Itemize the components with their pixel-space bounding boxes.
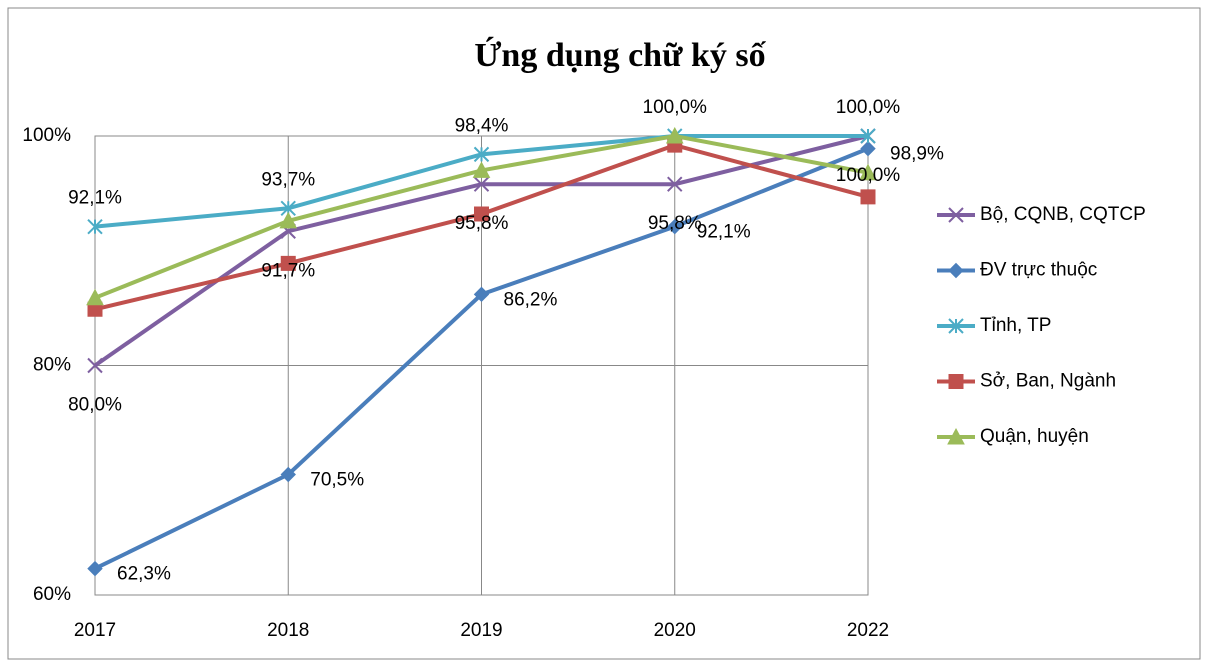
data-label: 93,7% — [261, 169, 315, 190]
legend-marker — [948, 262, 964, 279]
data-label: 100,0% — [836, 97, 901, 118]
data-point — [472, 161, 491, 178]
data-point — [474, 206, 489, 222]
data-point — [86, 288, 104, 306]
legend-marker — [948, 318, 964, 334]
data-point — [667, 176, 683, 192]
chart-title: Ứng dụng chữ ký số — [474, 36, 766, 74]
data-label: 100,0% — [643, 97, 708, 118]
data-point — [859, 163, 877, 181]
data-point — [473, 146, 490, 163]
legend-marker — [947, 427, 965, 445]
y-tick-label: 60% — [33, 584, 71, 605]
legend-label: ĐV trực thuộc — [980, 260, 1097, 281]
data-label: 92,1% — [697, 222, 751, 243]
legend-marker — [948, 207, 964, 223]
data-label: 91,7% — [261, 260, 315, 281]
data-label: 80,0% — [68, 395, 122, 416]
data-point — [860, 189, 876, 205]
x-tick-label: 2018 — [267, 620, 309, 641]
data-point — [280, 466, 296, 483]
data-point — [279, 211, 298, 229]
legend-label: Tỉnh, TP — [980, 315, 1051, 336]
data-label: 100,0% — [836, 165, 901, 186]
data-point — [473, 286, 490, 303]
data-label: 70,5% — [310, 470, 364, 491]
x-tick-label: 2017 — [74, 620, 116, 641]
x-tick-label: 2019 — [460, 620, 502, 641]
y-tick-label: 80% — [33, 355, 71, 376]
data-point — [87, 357, 103, 374]
data-point — [665, 126, 684, 144]
data-label: 86,2% — [504, 289, 558, 310]
data-point — [280, 255, 296, 271]
data-point — [473, 176, 490, 192]
legend-label: Quận, huyện — [980, 426, 1089, 447]
x-tick-label: 2020 — [654, 620, 696, 641]
data-point — [87, 560, 103, 577]
data-point — [667, 218, 683, 235]
chart-frame — [7, 7, 1201, 660]
data-label: 92,1% — [68, 188, 122, 209]
legend-marker — [948, 374, 964, 389]
data-point — [87, 218, 103, 235]
x-tick-label: 2022 — [847, 620, 889, 641]
data-point — [860, 140, 876, 157]
legend-label: Bộ, CQNB, CQTCP — [980, 204, 1146, 225]
data-point — [860, 128, 876, 144]
data-label: 98,9% — [890, 144, 944, 165]
data-label: 62,3% — [117, 564, 171, 585]
data-label: 95,8% — [648, 213, 702, 234]
y-tick-label: 100% — [22, 125, 71, 146]
data-label: 95,8% — [455, 213, 509, 234]
legend-label: Sở, Ban, Ngành — [980, 371, 1116, 392]
data-label: 98,4% — [455, 115, 509, 136]
